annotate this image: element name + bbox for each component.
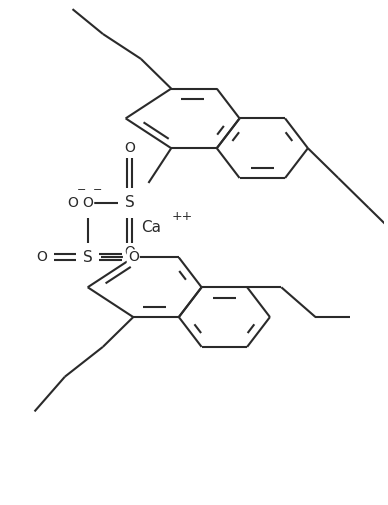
Text: S: S [83,250,93,265]
Text: O: O [67,196,78,210]
Text: −: − [92,185,102,195]
Text: −: − [77,185,87,195]
Text: O: O [124,245,135,260]
Text: O: O [124,141,135,155]
Text: O: O [37,250,48,265]
Text: Ca: Ca [141,220,161,235]
Text: S: S [125,195,134,211]
Text: ++: ++ [171,210,192,223]
Text: O: O [82,196,93,210]
Text: O: O [128,250,139,265]
